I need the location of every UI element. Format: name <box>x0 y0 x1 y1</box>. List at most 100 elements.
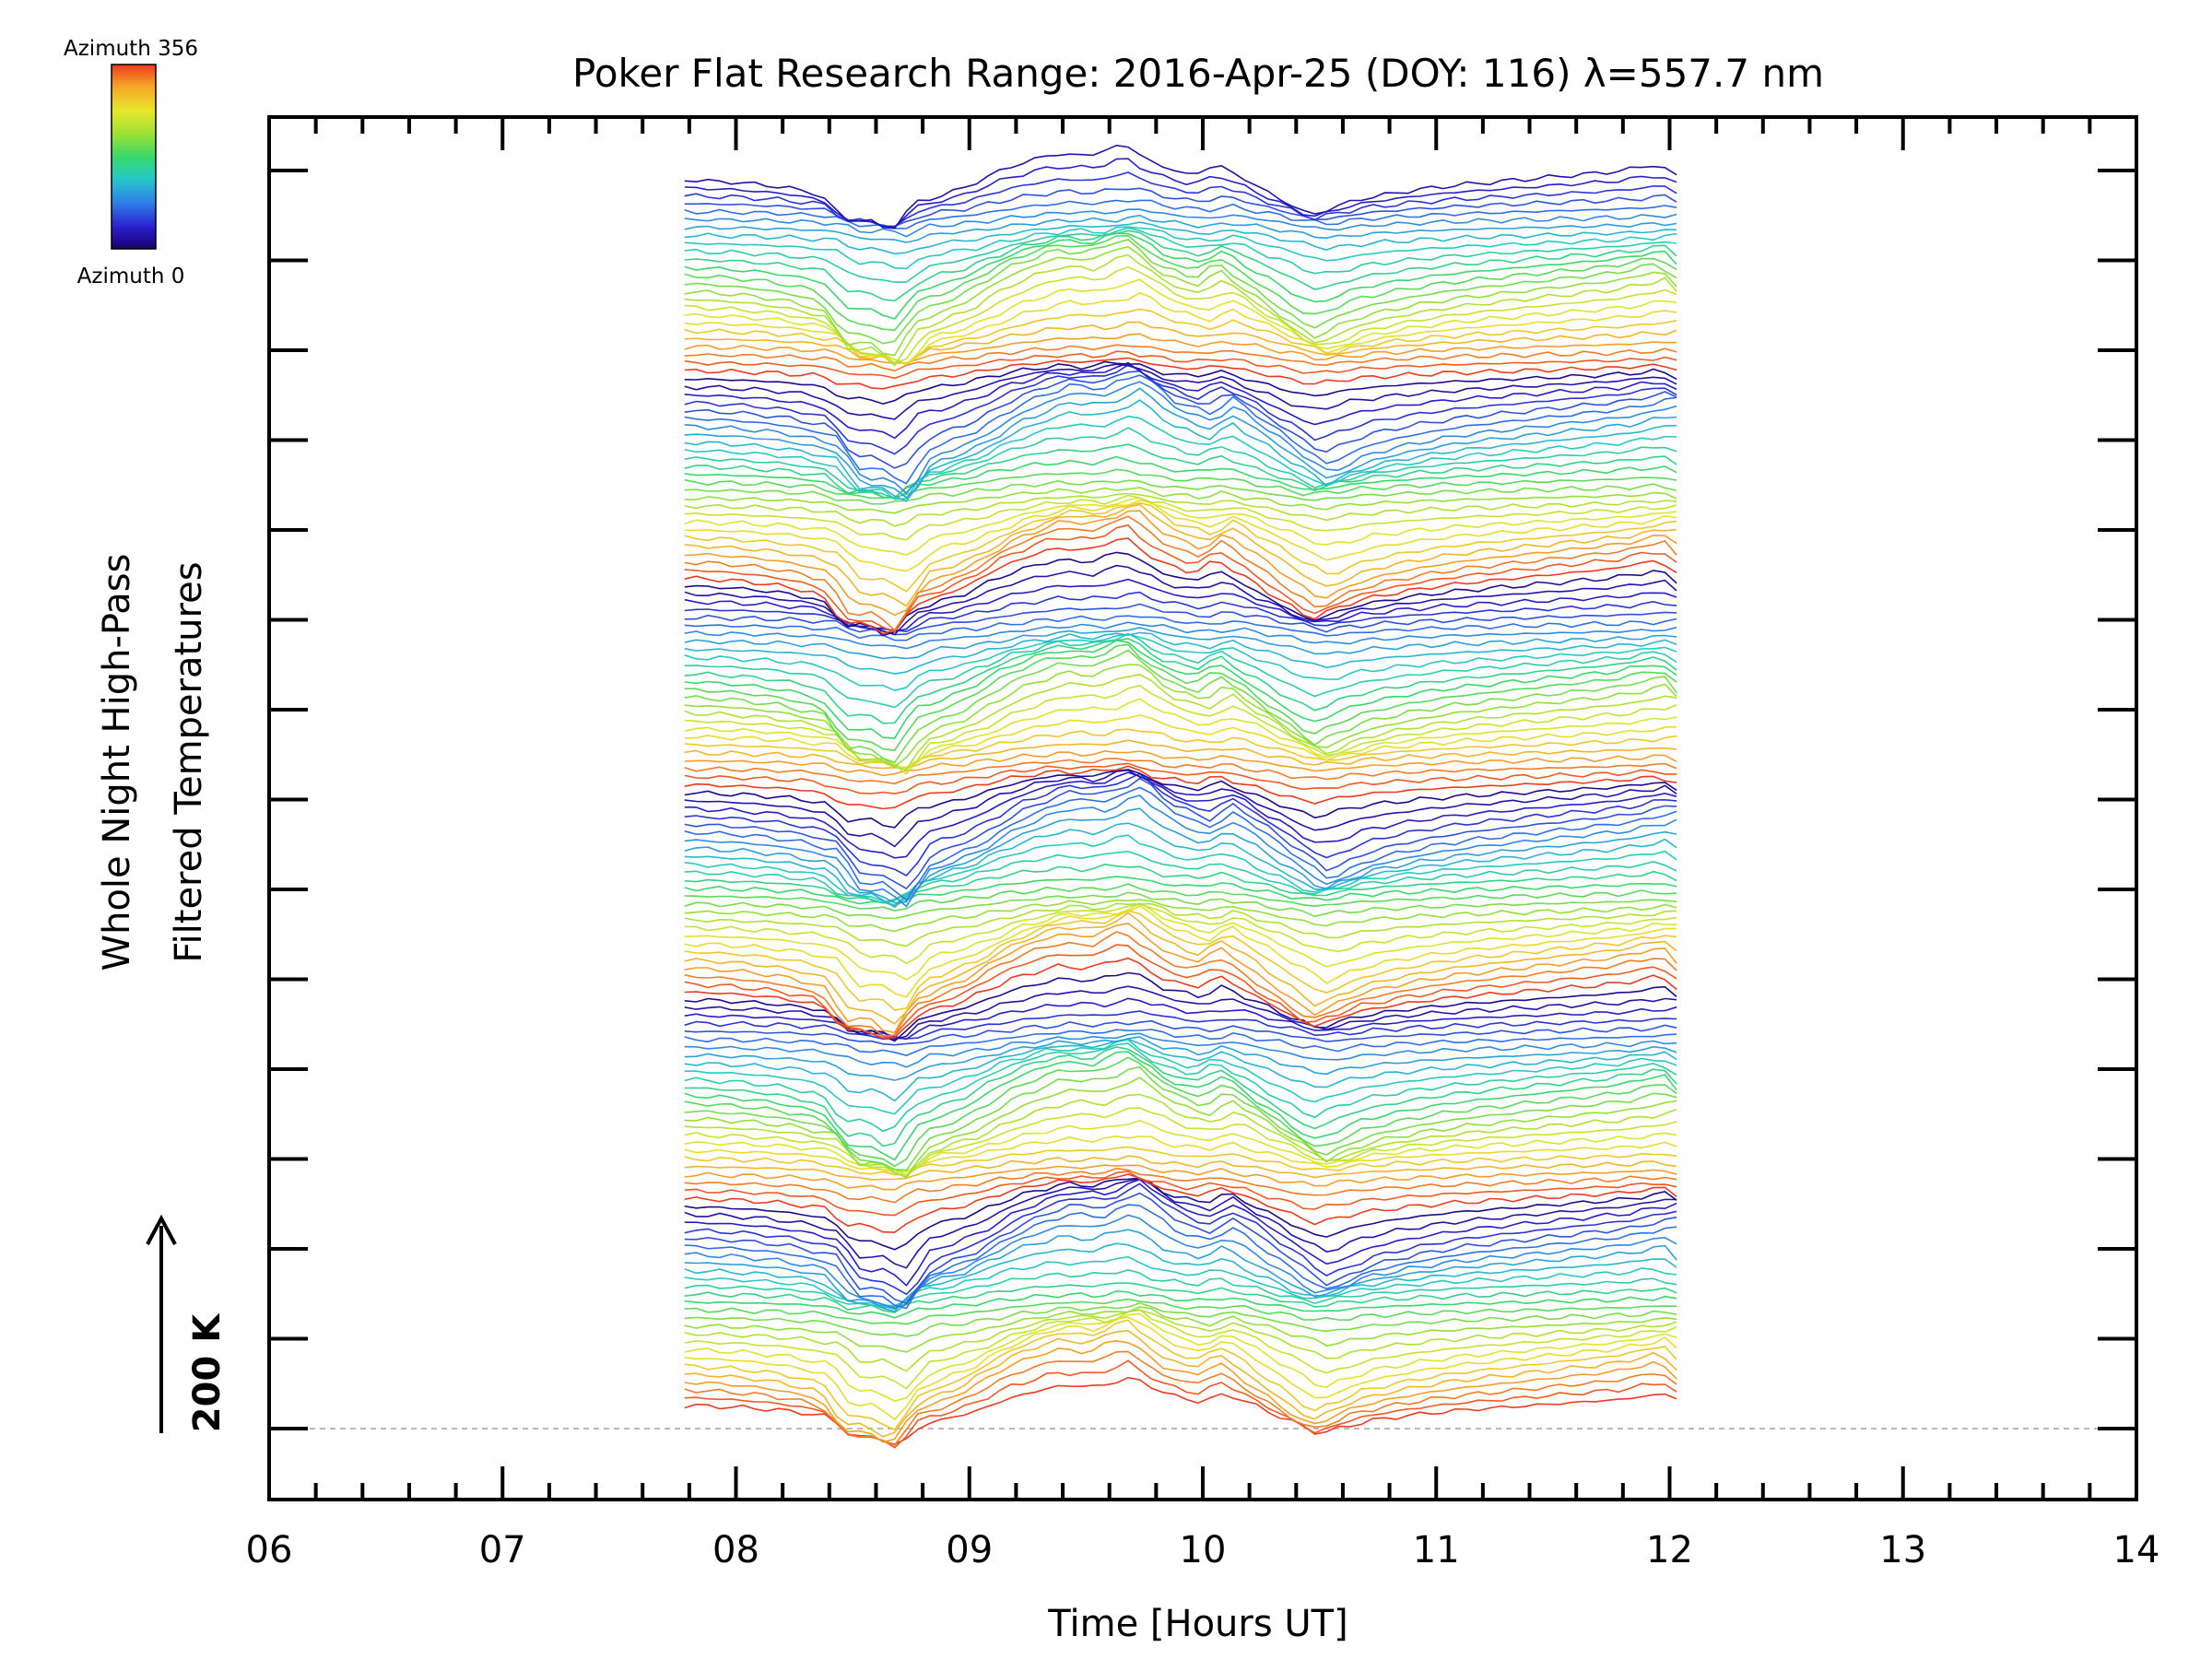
series-line <box>684 524 1677 633</box>
series-line <box>684 633 1677 692</box>
y-axis-label-line1: Whole Night High-Pass <box>96 554 138 971</box>
series-line <box>684 1298 1677 1325</box>
series-line <box>684 253 1677 367</box>
series-line <box>684 621 1677 650</box>
series-line <box>684 361 1677 440</box>
series-line <box>684 1107 1677 1177</box>
colorbar-bottom-label: Azimuth 0 <box>77 265 185 288</box>
series-line <box>684 1036 1677 1081</box>
series-line <box>684 758 1677 785</box>
series-line <box>684 1339 1677 1443</box>
series-line <box>684 912 1677 1025</box>
series-line <box>684 551 1677 637</box>
series-line <box>684 1178 1677 1287</box>
series-line <box>684 1046 1677 1147</box>
series-line <box>684 769 1677 848</box>
series-line <box>684 749 1677 777</box>
series-line <box>684 499 1677 572</box>
series-line <box>684 1306 1677 1353</box>
series-line <box>684 603 1677 636</box>
series-line <box>684 374 1677 485</box>
series-line <box>684 794 1677 908</box>
series-line <box>684 786 1677 901</box>
series-line <box>684 415 1677 500</box>
series-line <box>684 1051 1677 1161</box>
series-line <box>684 381 1677 495</box>
x-tick-labels: 06 07 08 09 10 11 12 13 14 <box>246 1529 2160 1571</box>
series-line <box>684 387 1677 500</box>
series-line <box>684 640 1677 739</box>
series-line <box>684 1204 1677 1310</box>
series-line <box>684 510 1677 617</box>
series-line <box>684 1164 1677 1191</box>
scale-label: 200 K <box>186 1312 229 1432</box>
series-line <box>684 229 1677 302</box>
series-line <box>684 443 1677 500</box>
series-line <box>684 1010 1677 1041</box>
series-group <box>684 144 1677 1449</box>
series-line <box>684 631 1677 675</box>
series-line <box>684 971 1677 1042</box>
series-line <box>684 537 1677 635</box>
series-line <box>684 739 1677 770</box>
series-line <box>684 901 1677 981</box>
series-line <box>684 910 1677 1011</box>
x-tick-label: 13 <box>1879 1529 1926 1571</box>
x-axis-label: Time [Hours UT] <box>1047 1603 1347 1645</box>
series-line <box>684 492 1677 527</box>
x-tick-label: 08 <box>712 1529 759 1571</box>
series-line <box>684 714 1677 769</box>
x-tick-label: 06 <box>246 1529 293 1571</box>
series-line <box>684 985 1677 1041</box>
series-line <box>684 363 1677 455</box>
series-line <box>684 494 1677 541</box>
series-line <box>684 883 1677 912</box>
series-line <box>684 214 1677 243</box>
series-line <box>684 1077 1677 1179</box>
series-line <box>684 1032 1677 1068</box>
series-line <box>684 455 1677 499</box>
series-line <box>684 903 1677 965</box>
x-tick-label: 11 <box>1413 1529 1460 1571</box>
series-line <box>684 638 1677 724</box>
series-line <box>684 1309 1677 1390</box>
series-line <box>684 1301 1677 1337</box>
series-line <box>684 370 1677 469</box>
colorbar <box>111 64 157 250</box>
series-line <box>684 221 1677 255</box>
series-line <box>684 834 1677 907</box>
series-line <box>684 245 1677 357</box>
series-line <box>684 1182 1677 1296</box>
plot-frame <box>267 115 2138 1501</box>
series-line <box>684 1173 1677 1233</box>
series-line <box>684 226 1677 270</box>
series-line <box>684 1019 1677 1046</box>
series-line <box>684 643 1677 751</box>
series-line <box>684 807 1677 904</box>
x-tick-label: 07 <box>479 1529 526 1571</box>
series-line <box>684 863 1677 904</box>
series-line <box>684 615 1677 641</box>
series-line <box>684 1135 1677 1174</box>
series-line <box>684 627 1677 660</box>
series-line <box>684 649 1677 764</box>
series-line <box>684 1329 1677 1438</box>
series-line <box>684 728 1677 770</box>
series-line <box>684 923 1677 1034</box>
series-line <box>684 208 1677 238</box>
series-line <box>684 957 1677 1040</box>
series-line <box>684 1309 1677 1372</box>
series-line <box>684 931 1677 1037</box>
series-line <box>684 1038 1677 1102</box>
series-line <box>684 905 1677 998</box>
series-line <box>684 239 1677 345</box>
series-line <box>684 1214 1677 1309</box>
series-line <box>684 1192 1677 1305</box>
x-tick-label: 10 <box>1180 1529 1227 1571</box>
series-line <box>684 1316 1677 1421</box>
series-line <box>684 1171 1677 1217</box>
series-line <box>684 427 1677 500</box>
series-line <box>684 664 1677 768</box>
series-line <box>684 503 1677 607</box>
